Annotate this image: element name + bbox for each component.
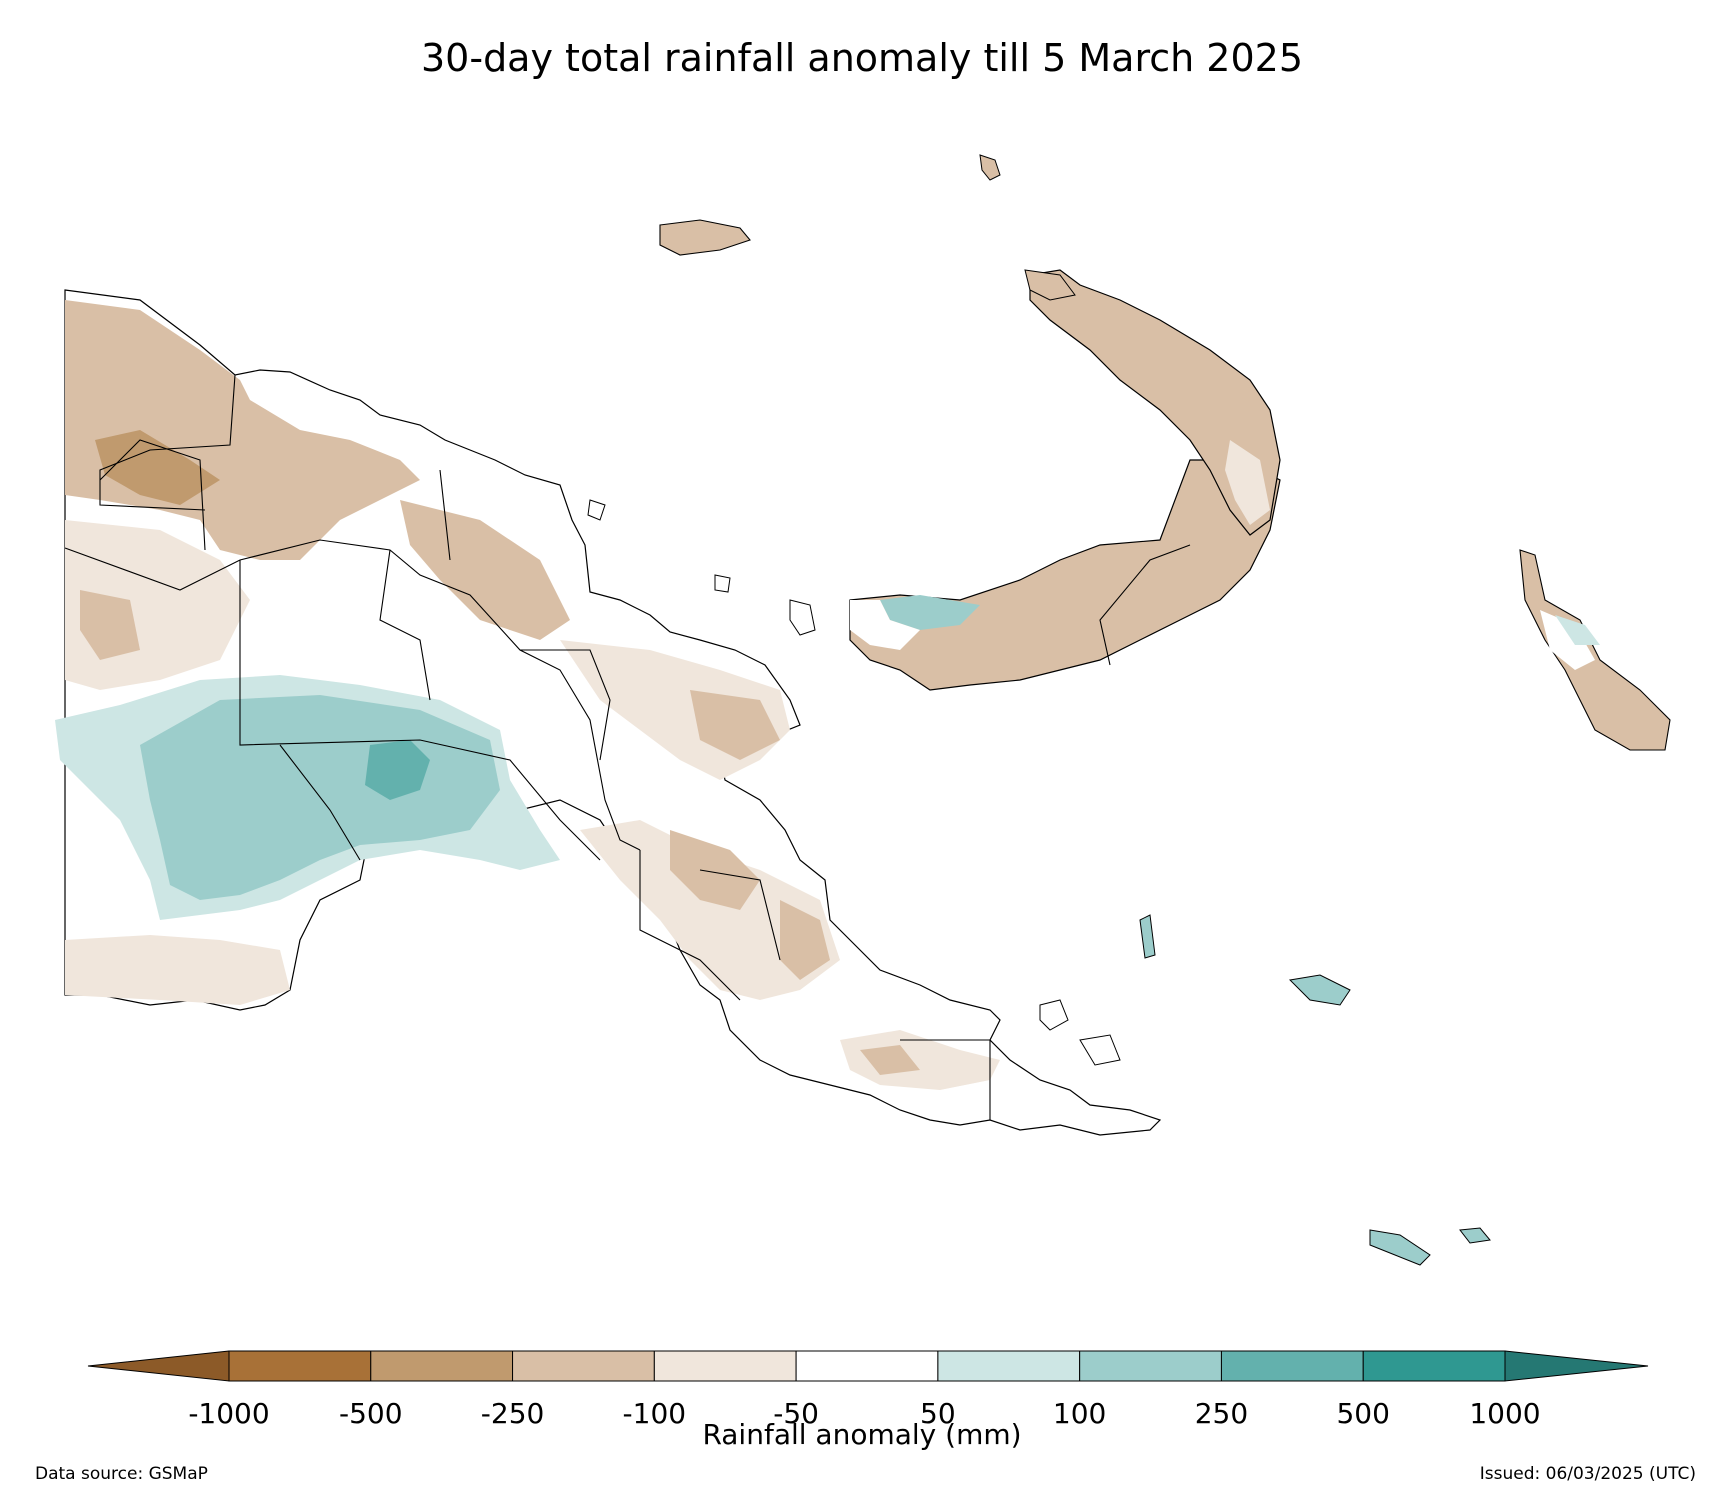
colorbar-extend-low [87,1350,230,1382]
colorbar-segment [370,1350,514,1382]
anomaly-region-light-dry-3 [580,820,840,1000]
map-title: 30-day total rainfall anomaly till 5 Mar… [421,36,1303,80]
fergusson-island [1079,1034,1121,1066]
anomaly-region-dry-3 [690,690,780,760]
wet-coastal-strip [1139,914,1156,959]
province-borders [64,374,991,1120]
manus-island [659,219,751,256]
colorbar-tick-label: 1000 [1469,1397,1541,1430]
data-source-note: Data source: GSMaP [35,1464,208,1484]
karkar-island [587,499,606,521]
colorbar-title: Rainfall anomaly (mm) [702,1418,1022,1451]
issued-date: Issued: 06/03/2025 (UTC) [1479,1464,1696,1484]
bougainville-white-band [1540,610,1595,670]
colorbar-segment [1362,1350,1506,1382]
colorbar-tick-label: 500 [1336,1397,1390,1430]
colorbar-tick-label: -100 [622,1397,687,1430]
rainfall-anomaly-map [55,154,1671,1266]
colorbar-segment [1079,1350,1222,1382]
colorbar-tick-label: -250 [480,1397,545,1430]
anomaly-region-dry-4 [670,830,760,910]
mussau-island [979,154,1001,181]
colorbar-tick-label: 50 [920,1397,956,1430]
rossel-island [1459,1227,1491,1244]
long-island [714,574,731,593]
new-britain-white-west [850,600,920,650]
anomaly-region-dry-5 [780,900,830,980]
colorbar-extend-high [1504,1350,1649,1382]
colorbar-segment [1220,1350,1364,1382]
colorbar-tick-label: -500 [338,1397,403,1430]
new-ireland [1029,269,1281,536]
bougainville-wet-patch [1555,615,1600,645]
new-britain [849,459,1281,691]
colorbar-segment [795,1350,939,1382]
colorbar-tick-label: -50 [773,1397,819,1430]
anomaly-region-dry-core [95,430,220,505]
sudest-island [1369,1229,1431,1266]
colorbar-tick-label: 100 [1052,1397,1107,1430]
new-hanover [1024,269,1076,301]
umboi-island [789,599,816,636]
anomaly-region-wet-heavy [365,740,430,800]
colorbar-segment [512,1350,655,1382]
new-britain-border [1099,544,1191,666]
colorbar-segment [653,1350,797,1382]
anomaly-region-dry-2 [80,590,140,660]
anomaly-region-dry-6 [860,1045,920,1075]
colorbar-tick-label: -1000 [188,1397,270,1430]
colorbar-segment [228,1350,372,1382]
anomaly-region-dry-central [400,500,570,640]
goodenough-island [1039,999,1069,1031]
new-ireland-light-south [1225,440,1270,525]
woodlark-island [1288,974,1351,1006]
colorbar-tick-label: 250 [1194,1397,1249,1430]
anomaly-region-light-dry-5 [65,935,290,1005]
colorbar-segment [937,1350,1081,1382]
new-britain-wet-west [880,595,980,630]
